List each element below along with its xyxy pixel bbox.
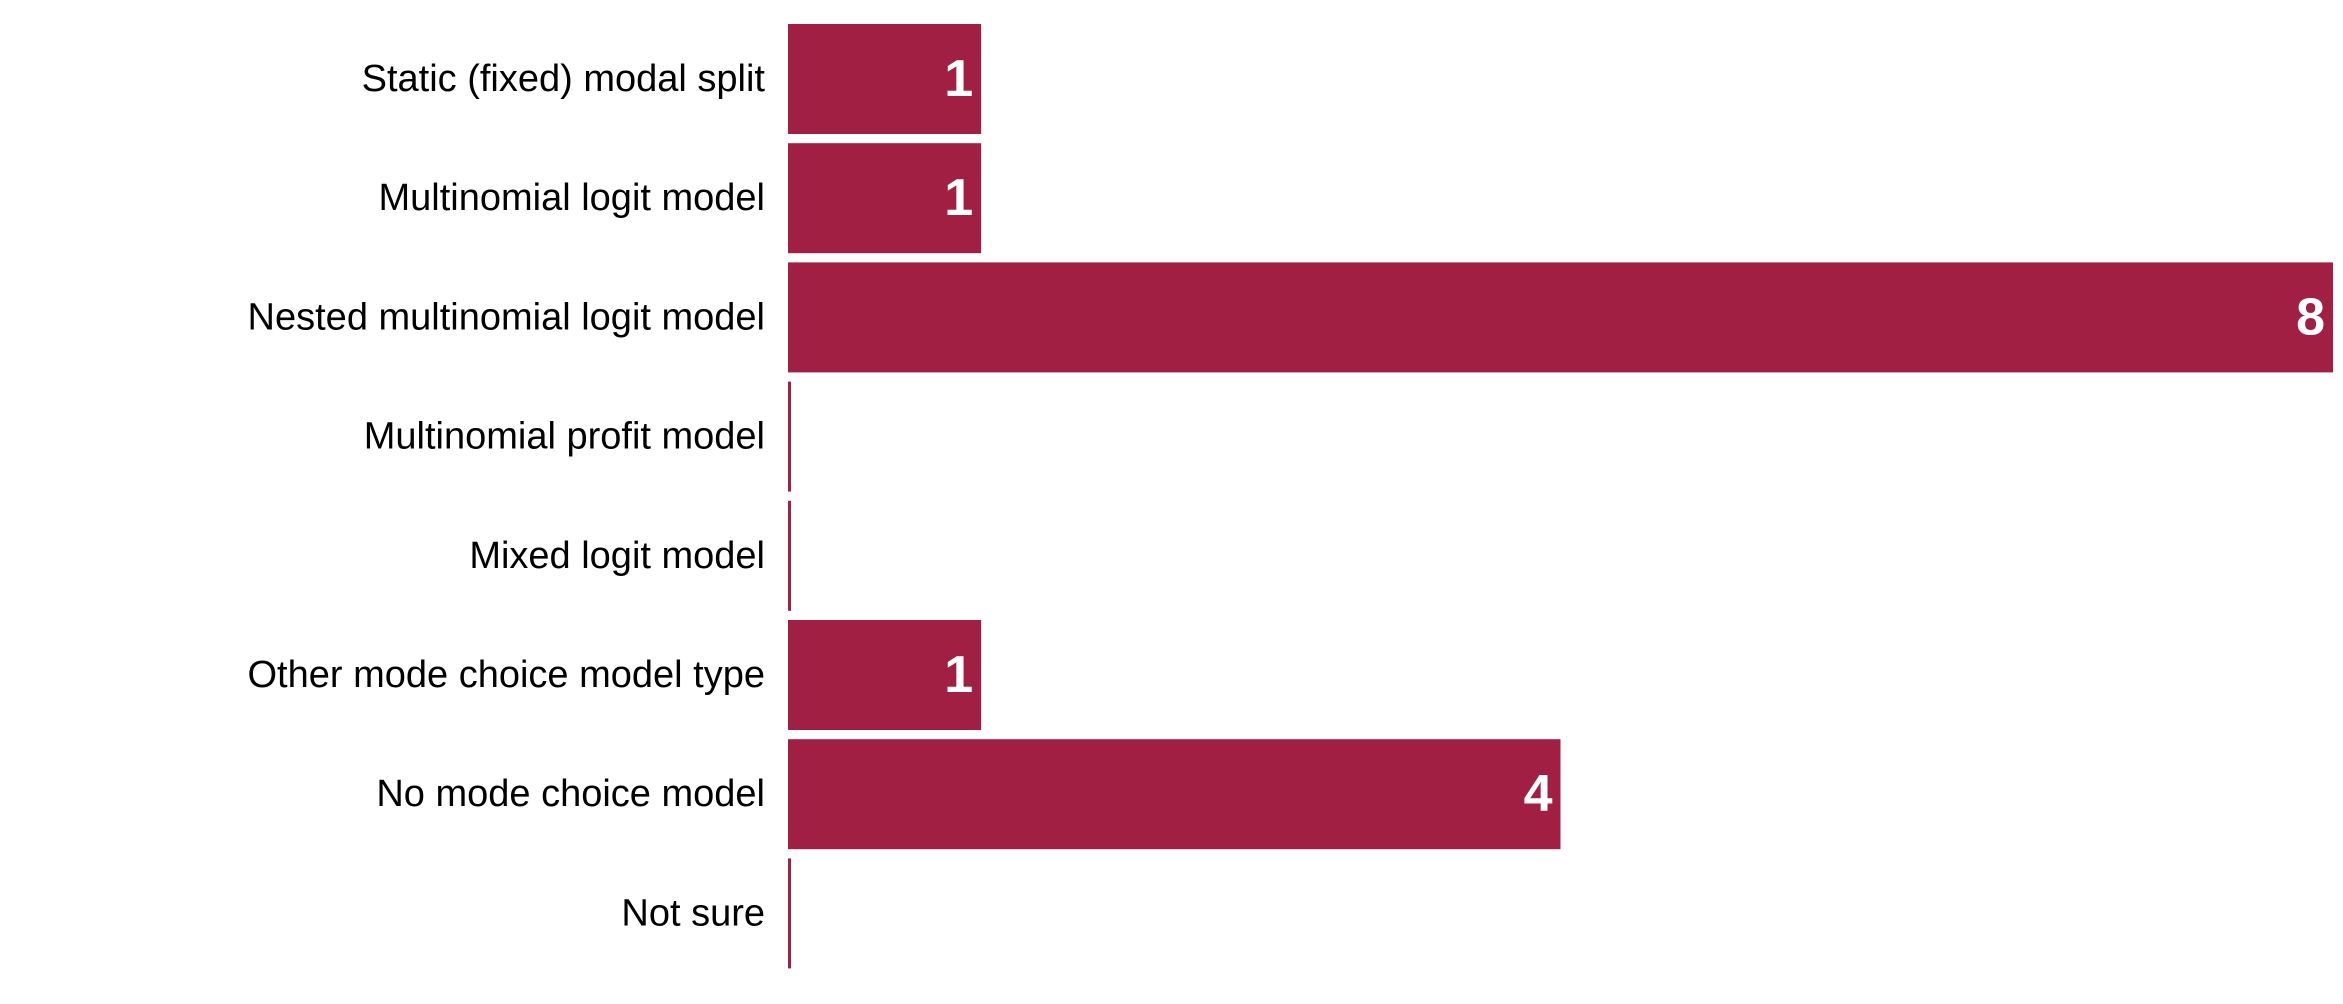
data-label: 1 (944, 169, 973, 227)
data-label: 1 (944, 50, 973, 108)
bar-multinomial-profit-model (788, 381, 791, 492)
bar-multinomial-logit-model (788, 143, 982, 254)
category-label: Static (fixed) modal split (362, 58, 766, 100)
category-label: No mode choice model (376, 773, 765, 815)
bar-other-mode-choice-model-type (788, 620, 982, 730)
data-label: 4 (1524, 765, 1553, 823)
category-label: Multinomial logit model (379, 177, 766, 219)
bar-no-mode-choice-model (788, 739, 1561, 850)
category-label: Not sure (621, 892, 765, 934)
data-label: 8 (2296, 288, 2325, 346)
category-label: Nested multinomial logit model (248, 296, 765, 338)
category-label: Multinomial profit model (364, 416, 765, 458)
data-label: 1 (944, 646, 973, 704)
category-label: Mixed logit model (469, 535, 765, 577)
bar-not-sure (788, 858, 791, 969)
bar-static-fixed-modal-split (788, 24, 982, 134)
bar-nested-multinomial-logit-model (788, 262, 2333, 373)
category-label: Other mode choice model type (248, 654, 766, 696)
bar-mixed-logit-model (788, 500, 791, 611)
